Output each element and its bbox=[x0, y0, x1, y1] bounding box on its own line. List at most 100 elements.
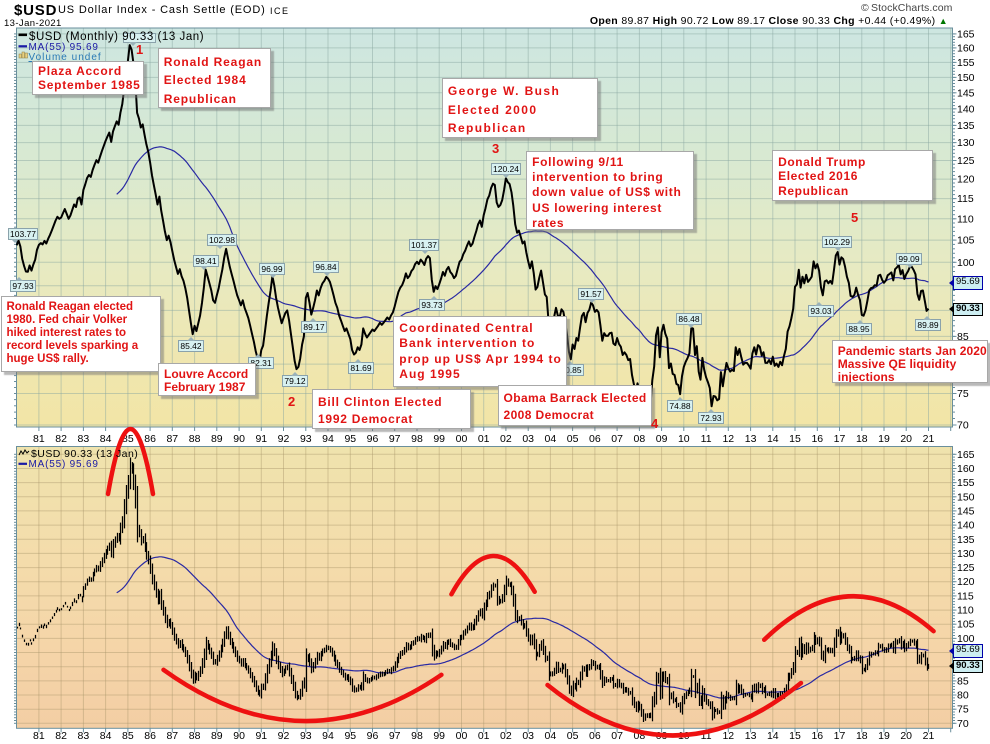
svg-text:82: 82 bbox=[55, 433, 67, 445]
svg-text:91: 91 bbox=[255, 433, 267, 445]
svg-text:05: 05 bbox=[567, 433, 579, 445]
svg-text:86: 86 bbox=[144, 433, 156, 445]
svg-text:84: 84 bbox=[100, 433, 112, 445]
svg-text:80: 80 bbox=[957, 690, 969, 702]
svg-text:95: 95 bbox=[344, 730, 356, 742]
svg-text:92: 92 bbox=[278, 433, 290, 445]
svg-text:10: 10 bbox=[678, 433, 690, 445]
svg-text:01: 01 bbox=[478, 730, 490, 742]
svg-text:96: 96 bbox=[367, 730, 379, 742]
svg-text:160: 160 bbox=[957, 463, 975, 475]
svg-text:19: 19 bbox=[878, 433, 890, 445]
svg-text:13: 13 bbox=[745, 433, 757, 445]
svg-text:11: 11 bbox=[701, 433, 712, 445]
svg-text:125: 125 bbox=[957, 155, 975, 167]
svg-text:14: 14 bbox=[767, 433, 779, 445]
svg-text:07: 07 bbox=[611, 730, 623, 742]
svg-text:155: 155 bbox=[957, 477, 975, 489]
svg-text:14: 14 bbox=[767, 730, 779, 742]
svg-text:07: 07 bbox=[611, 433, 623, 445]
svg-text:85: 85 bbox=[957, 675, 969, 687]
svg-text:90: 90 bbox=[233, 730, 245, 742]
svg-text:145: 145 bbox=[957, 505, 975, 517]
svg-text:88: 88 bbox=[189, 433, 201, 445]
svg-text:15: 15 bbox=[789, 730, 801, 742]
svg-text:160: 160 bbox=[957, 42, 975, 54]
svg-text:75: 75 bbox=[957, 388, 969, 400]
svg-text:18: 18 bbox=[856, 730, 868, 742]
svg-text:21: 21 bbox=[923, 433, 935, 445]
svg-text:150: 150 bbox=[957, 72, 975, 84]
svg-text:82: 82 bbox=[55, 730, 67, 742]
svg-text:17: 17 bbox=[834, 730, 846, 742]
svg-text:155: 155 bbox=[957, 57, 975, 69]
svg-text:70: 70 bbox=[957, 420, 969, 432]
svg-text:04: 04 bbox=[545, 730, 557, 742]
svg-text:100: 100 bbox=[957, 257, 975, 269]
svg-text:00: 00 bbox=[456, 433, 468, 445]
svg-text:91: 91 bbox=[255, 730, 267, 742]
svg-text:94: 94 bbox=[322, 730, 334, 742]
svg-text:15: 15 bbox=[789, 433, 801, 445]
svg-text:130: 130 bbox=[957, 137, 975, 149]
svg-text:03: 03 bbox=[522, 433, 534, 445]
svg-text:120: 120 bbox=[957, 174, 975, 186]
svg-text:130: 130 bbox=[957, 548, 975, 560]
svg-text:12: 12 bbox=[722, 730, 734, 742]
svg-text:115: 115 bbox=[957, 193, 974, 205]
svg-text:85: 85 bbox=[957, 331, 969, 343]
svg-text:98: 98 bbox=[411, 730, 423, 742]
svg-text:12: 12 bbox=[722, 433, 734, 445]
svg-text:96: 96 bbox=[367, 433, 379, 445]
svg-text:145: 145 bbox=[957, 87, 975, 99]
svg-text:84: 84 bbox=[100, 730, 112, 742]
svg-text:92: 92 bbox=[278, 730, 290, 742]
svg-text:100: 100 bbox=[957, 633, 975, 645]
svg-text:93: 93 bbox=[300, 433, 312, 445]
svg-text:83: 83 bbox=[78, 433, 90, 445]
svg-text:87: 87 bbox=[166, 730, 178, 742]
svg-text:135: 135 bbox=[957, 120, 975, 132]
svg-text:165: 165 bbox=[957, 28, 975, 40]
svg-text:16: 16 bbox=[811, 730, 823, 742]
svg-text:120: 120 bbox=[957, 576, 975, 588]
svg-text:110: 110 bbox=[957, 213, 974, 225]
svg-text:125: 125 bbox=[957, 562, 975, 574]
svg-text:99: 99 bbox=[433, 730, 445, 742]
svg-text:140: 140 bbox=[957, 103, 975, 115]
svg-text:08: 08 bbox=[634, 730, 646, 742]
svg-text:150: 150 bbox=[957, 491, 975, 503]
svg-text:02: 02 bbox=[500, 730, 512, 742]
svg-text:19: 19 bbox=[878, 730, 890, 742]
svg-text:83: 83 bbox=[78, 730, 90, 742]
svg-text:88: 88 bbox=[189, 730, 201, 742]
svg-text:93: 93 bbox=[300, 730, 312, 742]
svg-text:17: 17 bbox=[834, 433, 846, 445]
svg-text:20: 20 bbox=[900, 730, 912, 742]
svg-text:09: 09 bbox=[656, 433, 668, 445]
svg-text:110: 110 bbox=[957, 605, 974, 617]
svg-text:86: 86 bbox=[144, 730, 156, 742]
svg-text:90: 90 bbox=[233, 433, 245, 445]
svg-text:81: 81 bbox=[33, 433, 45, 445]
svg-text:06: 06 bbox=[589, 433, 601, 445]
svg-text:97: 97 bbox=[389, 433, 401, 445]
svg-text:08: 08 bbox=[634, 433, 646, 445]
svg-text:165: 165 bbox=[957, 449, 975, 461]
svg-text:140: 140 bbox=[957, 520, 975, 532]
svg-text:94: 94 bbox=[322, 433, 334, 445]
svg-text:105: 105 bbox=[957, 619, 975, 631]
svg-text:89: 89 bbox=[211, 433, 223, 445]
svg-text:85: 85 bbox=[122, 730, 134, 742]
svg-text:70: 70 bbox=[957, 718, 969, 730]
svg-text:75: 75 bbox=[957, 704, 969, 716]
svg-text:99: 99 bbox=[433, 433, 445, 445]
svg-text:02: 02 bbox=[500, 433, 512, 445]
svg-text:98: 98 bbox=[411, 433, 423, 445]
svg-text:16: 16 bbox=[811, 433, 823, 445]
svg-text:04: 04 bbox=[545, 433, 557, 445]
svg-text:20: 20 bbox=[900, 433, 912, 445]
svg-text:18: 18 bbox=[856, 433, 868, 445]
svg-text:85: 85 bbox=[122, 433, 134, 445]
svg-text:03: 03 bbox=[522, 730, 534, 742]
